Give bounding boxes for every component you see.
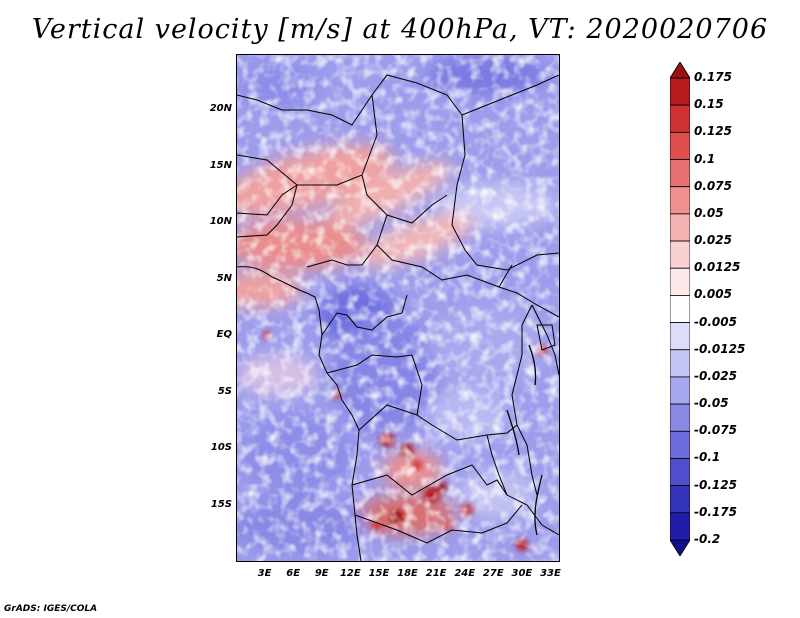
colorbar-label: -0.075 [694,423,737,438]
longitude-label: 12E [339,568,361,579]
latitude-label: 10N [209,216,232,228]
colorbar-label: -0.125 [694,477,737,492]
colorbar-swatch [670,131,690,160]
colorbar-swatch [670,267,690,296]
colorbar-swatch [670,295,690,323]
longitude-label: 6E [286,568,301,579]
longitude-label: 21E [425,568,447,579]
colorbar-swatch [670,512,690,541]
colorbar-label: 0.175 [694,70,732,84]
colorbar-min-arrow [670,539,690,556]
colorbar-label: -0.1 [694,450,721,465]
colorbar-label: 0.15 [694,97,724,112]
colorbar-label: 0.025 [694,233,732,248]
colorbar-label: -0.2 [694,532,721,546]
colorbar-label: -0.05 [694,396,729,411]
colorbar-swatch [670,485,690,514]
longitude-label: 18E [397,568,418,579]
country-borders [237,74,559,561]
colorbar-swatch [670,403,690,432]
colorbar-label: -0.025 [694,368,737,383]
colorbar-label: 0.125 [694,124,732,139]
colorbar-swatch [670,159,690,188]
latitude-label: 10S [210,442,232,454]
latitude-label: 20N [209,103,232,115]
colorbar-label: 0.005 [694,287,732,302]
longitude-label: 9E [314,568,329,579]
colorbar-label: -0.0125 [694,341,746,356]
longitude-label: 3E [257,568,272,579]
colorbar-label: -0.175 [694,504,737,519]
latitude-label: 5N [216,272,232,284]
grads-credit: GrADS: IGES/COLA [4,604,98,614]
colorbar-swatch [670,240,690,269]
latitude-label: 15N [209,159,232,171]
map-title: Vertical velocity [m/s] at 400hPa, VT: 2… [31,14,769,45]
colorbar-swatch [670,376,690,405]
colorbar [670,62,690,556]
colorbar-swatch [670,322,690,351]
colorbar-label: 0.0125 [694,260,741,275]
longitude-label: 24E [454,568,476,579]
colorbar-label: 0.075 [694,178,732,193]
longitude-label: 15E [368,568,390,579]
colorbar-swatch [670,430,690,459]
colorbar-swatch [670,104,690,133]
vertical-velocity-field [237,55,559,561]
colorbar-swatch [670,458,690,487]
colorbar-swatch [670,77,690,106]
colorbar-swatch [670,186,690,215]
colorbar-swatch [670,349,690,378]
colorbar-swatch [670,213,690,242]
longitude-label: 27E [482,568,504,579]
colorbar-label: 0.05 [694,205,724,220]
latitude-label: 5S [217,385,232,397]
longitude-label: 33E [540,568,561,579]
colorbar-label: 0.1 [694,151,716,166]
colorbar-label: -0.005 [694,314,737,329]
latitude-label: EQ [216,329,232,341]
latitude-label: 15S [210,498,232,510]
map-plot [236,54,560,562]
colorbar-max-arrow [670,62,690,79]
longitude-label: 30E [511,568,533,579]
